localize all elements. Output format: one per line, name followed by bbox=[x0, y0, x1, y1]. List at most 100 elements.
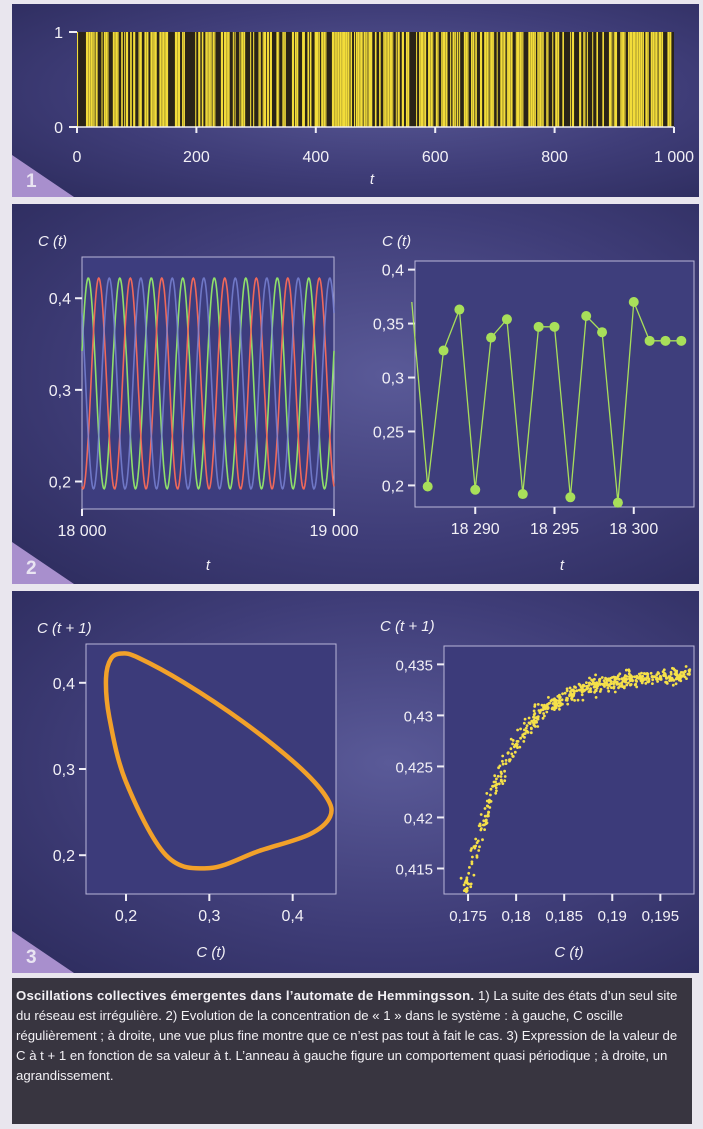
state-bar bbox=[220, 32, 224, 127]
panel-corner bbox=[12, 542, 74, 584]
scatter-point bbox=[529, 731, 533, 735]
state-bar bbox=[655, 32, 658, 127]
state-bar bbox=[276, 32, 279, 127]
scatter-point bbox=[549, 699, 553, 703]
state-bar bbox=[640, 32, 643, 127]
state-bar bbox=[475, 32, 477, 127]
data-point bbox=[454, 304, 465, 315]
scatter-point bbox=[483, 814, 487, 818]
state-bar bbox=[212, 32, 215, 127]
data-point bbox=[565, 492, 576, 503]
state-bar bbox=[369, 32, 371, 127]
y-tick-label: 0,25 bbox=[373, 424, 404, 441]
state-bar bbox=[484, 32, 487, 127]
scatter-point bbox=[580, 693, 584, 697]
scatter-point bbox=[503, 769, 506, 773]
scatter-point bbox=[568, 686, 572, 690]
state-bar bbox=[614, 32, 618, 127]
chart-2-left: 0,2 0,3 0,4 18 000 19 000 C (t) t 0,2 0,25 0,3 0,3… bbox=[38, 233, 695, 574]
scatter-point bbox=[525, 729, 528, 733]
scatter-point bbox=[515, 740, 519, 743]
state-bar bbox=[622, 32, 625, 127]
state-bar bbox=[555, 32, 558, 127]
scatter-point bbox=[528, 721, 532, 725]
scatter-point bbox=[681, 671, 685, 674]
state-bar bbox=[646, 32, 648, 127]
state-bar bbox=[424, 32, 426, 127]
scatter-point bbox=[573, 685, 576, 689]
scatter-point bbox=[489, 793, 492, 797]
state-bar bbox=[405, 32, 408, 127]
data-point bbox=[660, 335, 671, 346]
state-bar bbox=[385, 32, 387, 127]
scatter-point bbox=[672, 667, 676, 671]
state-bar bbox=[342, 32, 344, 127]
data-point bbox=[612, 497, 623, 508]
scatter-point bbox=[575, 689, 579, 693]
scatter-point bbox=[496, 774, 500, 778]
panel-corner bbox=[12, 155, 74, 197]
scatter-point bbox=[594, 688, 597, 692]
state-bar bbox=[386, 32, 388, 127]
scatter-point bbox=[600, 676, 604, 679]
state-bar bbox=[345, 32, 348, 127]
scatter-point bbox=[489, 787, 493, 791]
scatter-point bbox=[633, 675, 637, 679]
state-bar bbox=[416, 32, 418, 127]
scatter-point bbox=[509, 737, 513, 741]
scatter-point bbox=[504, 762, 508, 765]
scatter-point bbox=[674, 671, 678, 674]
state-bar bbox=[479, 32, 483, 127]
state-bar bbox=[493, 32, 495, 127]
scatter-point bbox=[523, 717, 527, 721]
scatter-point bbox=[548, 701, 551, 705]
x-tick-label: 18 000 bbox=[58, 523, 107, 540]
scatter-point bbox=[478, 845, 481, 849]
scatter-point bbox=[503, 775, 507, 778]
x-tick-label: 18 295 bbox=[530, 521, 579, 538]
scatter-point bbox=[671, 683, 675, 687]
state-bar bbox=[244, 32, 246, 127]
panel-1: 0 1 0 200 400 600 800 1 000 t 1 bbox=[12, 4, 699, 197]
state-bar bbox=[456, 32, 459, 127]
scatter-point bbox=[527, 716, 531, 720]
y-tick-label: 0,4 bbox=[49, 291, 71, 308]
state-bar bbox=[490, 32, 492, 127]
scatter-point bbox=[595, 683, 598, 686]
state-bar bbox=[608, 32, 612, 127]
state-bar bbox=[354, 32, 356, 127]
scatter-point bbox=[558, 695, 562, 699]
scatter-point bbox=[545, 703, 549, 707]
state-bar bbox=[302, 32, 304, 127]
scatter-point bbox=[640, 671, 643, 675]
state-bar bbox=[342, 32, 344, 127]
scatter-point bbox=[499, 778, 503, 782]
scatter-point bbox=[511, 742, 514, 746]
state-bar bbox=[130, 32, 132, 127]
data-point bbox=[438, 345, 449, 356]
scatter-point bbox=[497, 766, 500, 770]
scatter-point bbox=[485, 799, 489, 803]
state-bar bbox=[435, 32, 438, 127]
scatter-point bbox=[581, 683, 585, 687]
scatter-point bbox=[530, 727, 533, 731]
state-bar bbox=[284, 32, 286, 127]
x-axis-label: t bbox=[560, 557, 565, 574]
scatter-point bbox=[638, 674, 642, 678]
scatter-point bbox=[469, 849, 473, 852]
y-tick-label: 0,2 bbox=[382, 478, 404, 495]
state-bar bbox=[489, 32, 491, 127]
state-bar bbox=[552, 32, 554, 127]
state-bar bbox=[103, 32, 106, 127]
y-tick-label: 0 bbox=[54, 120, 63, 137]
state-bar bbox=[452, 32, 455, 127]
scatter-point bbox=[499, 775, 503, 778]
scatter-point bbox=[633, 683, 637, 687]
scatter-point bbox=[470, 860, 474, 864]
data-point bbox=[676, 335, 687, 346]
y-tick-label: 0,4 bbox=[382, 263, 404, 280]
state-bar bbox=[208, 32, 210, 127]
y-tick-label: 0,4 bbox=[53, 676, 75, 693]
scatter-point bbox=[684, 665, 688, 668]
x-tick-label: 800 bbox=[541, 149, 568, 166]
